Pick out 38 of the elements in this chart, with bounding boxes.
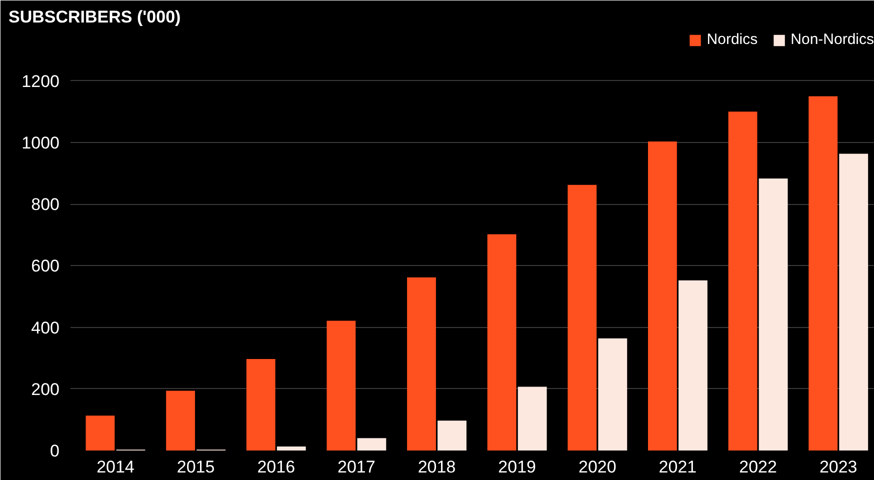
bar: [487, 234, 516, 450]
bar: [326, 320, 356, 450]
y-tick-label: 1200: [22, 72, 60, 91]
bar: [438, 420, 466, 450]
x-tick-label: 2015: [176, 458, 215, 476]
x-tick-label: 2017: [338, 458, 376, 476]
x-tick-label: 2016: [257, 458, 296, 476]
y-tick-label: 1000: [22, 133, 60, 152]
y-tick-label: 0: [50, 442, 60, 460]
x-tick-label: 2023: [819, 458, 858, 476]
bar: [407, 277, 436, 450]
x-tick-label: 2014: [96, 458, 134, 476]
x-tick-label: 2019: [498, 458, 536, 476]
bar: [678, 280, 708, 450]
chart-title: SUBSCRIBERS ('000): [8, 8, 181, 26]
bar: [518, 386, 547, 450]
y-tick-label: 600: [31, 256, 60, 276]
bar: [166, 390, 195, 450]
bar: [758, 178, 788, 450]
legend-label: Non-Nordics: [790, 31, 874, 48]
bar: [648, 141, 677, 450]
bar: [86, 416, 115, 450]
bar: [728, 112, 758, 450]
y-tick-label: 400: [31, 318, 60, 338]
y-tick-label: 200: [31, 380, 60, 399]
x-tick-label: 2022: [739, 458, 777, 476]
bar: [276, 446, 306, 450]
legend-label: Nordics: [706, 31, 758, 48]
x-tick-label: 2018: [418, 458, 456, 476]
bar: [808, 96, 838, 450]
x-tick-label: 2020: [578, 458, 616, 476]
bar: [357, 438, 386, 450]
bar: [246, 359, 276, 450]
y-tick-label: 800: [31, 195, 60, 214]
bar: [568, 184, 597, 450]
bar: [839, 154, 868, 450]
bar: [598, 338, 628, 450]
x-tick-label: 2021: [658, 458, 697, 476]
